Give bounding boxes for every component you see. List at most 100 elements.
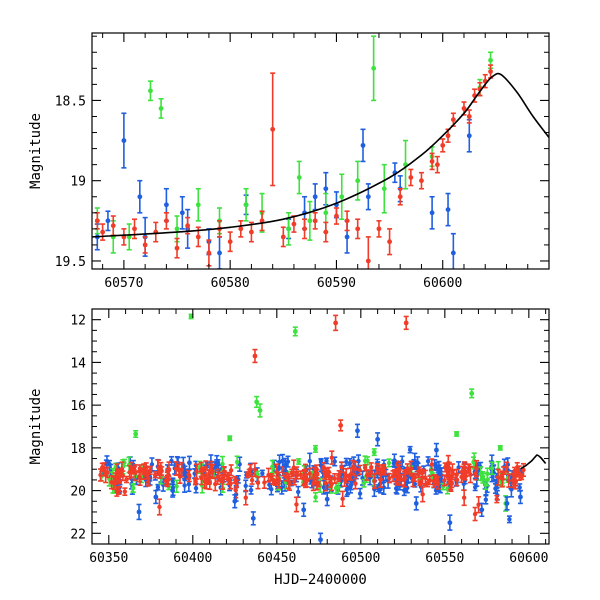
x-tick-label: 60400 xyxy=(173,551,212,566)
baseline-point-red xyxy=(504,461,510,473)
data-point-blue xyxy=(232,494,238,509)
baseline-point-red xyxy=(506,473,512,488)
data-point-blue xyxy=(517,489,523,505)
full-panel-data-marks xyxy=(97,313,547,544)
data-point-green xyxy=(158,98,164,119)
x-tick-label: 60550 xyxy=(425,551,464,566)
data-point-red xyxy=(94,212,100,230)
baseline-point-red xyxy=(228,464,234,477)
data-point-blue xyxy=(429,195,435,230)
baseline-point-red xyxy=(352,461,358,477)
baseline-point-red xyxy=(198,461,204,478)
baseline-point-red xyxy=(435,476,441,490)
data-point-blue xyxy=(312,183,318,211)
data-point-red xyxy=(312,212,318,230)
baseline-point-red xyxy=(329,476,335,492)
baseline-point-blue xyxy=(155,483,161,491)
data-point-green xyxy=(371,448,377,457)
baseline-point-green xyxy=(480,471,486,482)
data-point-blue xyxy=(504,496,510,511)
data-point-green xyxy=(381,163,387,214)
baseline-point-red xyxy=(249,475,255,485)
y-tick-label: 12 xyxy=(70,314,86,329)
plot-area xyxy=(92,35,549,269)
baseline-point-red xyxy=(208,460,214,475)
baseline-point-red xyxy=(420,486,426,503)
baseline-point-red xyxy=(402,468,408,479)
baseline-point-green xyxy=(386,458,392,468)
baseline-point-red xyxy=(390,470,396,483)
data-point-red xyxy=(163,212,169,230)
data-point-red xyxy=(100,223,106,241)
data-point-blue xyxy=(391,453,397,468)
baseline-point-red xyxy=(194,463,200,480)
zoomed-panel-y-axis-label: Magnitude xyxy=(28,113,44,189)
baseline-point-red xyxy=(377,467,383,481)
y-tick-label: 19.5 xyxy=(55,255,86,270)
baseline-point-red xyxy=(266,467,272,483)
data-point-green xyxy=(126,223,132,251)
data-point-red xyxy=(121,228,127,246)
baseline-point-red xyxy=(294,466,300,480)
data-point-red xyxy=(132,218,138,240)
x-tick-label: 60580 xyxy=(211,276,250,291)
y-tick-label: 16 xyxy=(70,399,86,414)
baseline-point-red xyxy=(495,468,501,486)
baseline-point-red xyxy=(122,487,128,497)
model-curve xyxy=(92,72,549,238)
data-point-blue xyxy=(450,232,456,269)
data-point-red xyxy=(440,138,446,153)
baseline-point-red xyxy=(321,461,327,473)
baseline-point-red xyxy=(255,476,261,490)
baseline-point-green xyxy=(484,467,490,481)
x-tick-label: 60600 xyxy=(509,551,548,566)
baseline-point-red xyxy=(374,462,380,474)
baseline-point-red xyxy=(367,469,373,478)
data-point-blue xyxy=(250,511,256,526)
data-point-green xyxy=(371,35,377,102)
baseline-point-red xyxy=(339,461,345,474)
data-point-red xyxy=(397,187,403,206)
y-tick-label: 18 xyxy=(70,442,86,457)
data-point-red xyxy=(355,218,361,240)
y-tick-label: 18.5 xyxy=(55,94,86,109)
baseline-point-blue xyxy=(248,485,254,495)
baseline-point-green xyxy=(445,483,451,495)
data-point-blue xyxy=(137,179,143,214)
baseline-point-red xyxy=(362,464,368,472)
full-panel-y-axis-label: Magnitude xyxy=(28,389,44,465)
data-point-blue xyxy=(413,496,419,511)
baseline-point-blue xyxy=(243,479,249,493)
baseline-point-green xyxy=(234,455,240,469)
baseline-point-red xyxy=(141,463,147,476)
baseline-point-red xyxy=(386,472,392,484)
baseline-point-red xyxy=(261,475,267,490)
baseline-point-red xyxy=(246,468,252,477)
data-point-red xyxy=(365,236,371,269)
data-point-green xyxy=(454,431,460,437)
baseline-point-red xyxy=(193,478,199,486)
baseline-point-blue xyxy=(259,469,265,478)
data-point-red xyxy=(248,221,254,243)
baseline-point-blue xyxy=(407,445,413,454)
data-point-blue xyxy=(282,457,288,473)
data-point-blue xyxy=(324,491,330,507)
data-point-red xyxy=(418,171,424,190)
baseline-point-red xyxy=(114,485,120,497)
baseline-point-red xyxy=(118,468,124,478)
data-point-blue xyxy=(217,236,223,269)
baseline-point-red xyxy=(128,461,134,478)
baseline-point-red xyxy=(270,475,276,485)
data-point-blue xyxy=(433,442,439,458)
baseline-point-blue xyxy=(435,464,441,473)
data-point-red xyxy=(403,315,409,331)
data-point-green xyxy=(307,200,313,241)
data-point-blue xyxy=(179,195,185,230)
data-point-blue xyxy=(121,112,127,169)
baseline-point-red xyxy=(165,467,171,486)
baseline-point-green xyxy=(296,458,302,465)
data-point-blue xyxy=(136,503,142,521)
baseline-point-red xyxy=(109,475,115,490)
x-tick-label: 60500 xyxy=(341,551,380,566)
data-point-green xyxy=(497,444,503,451)
